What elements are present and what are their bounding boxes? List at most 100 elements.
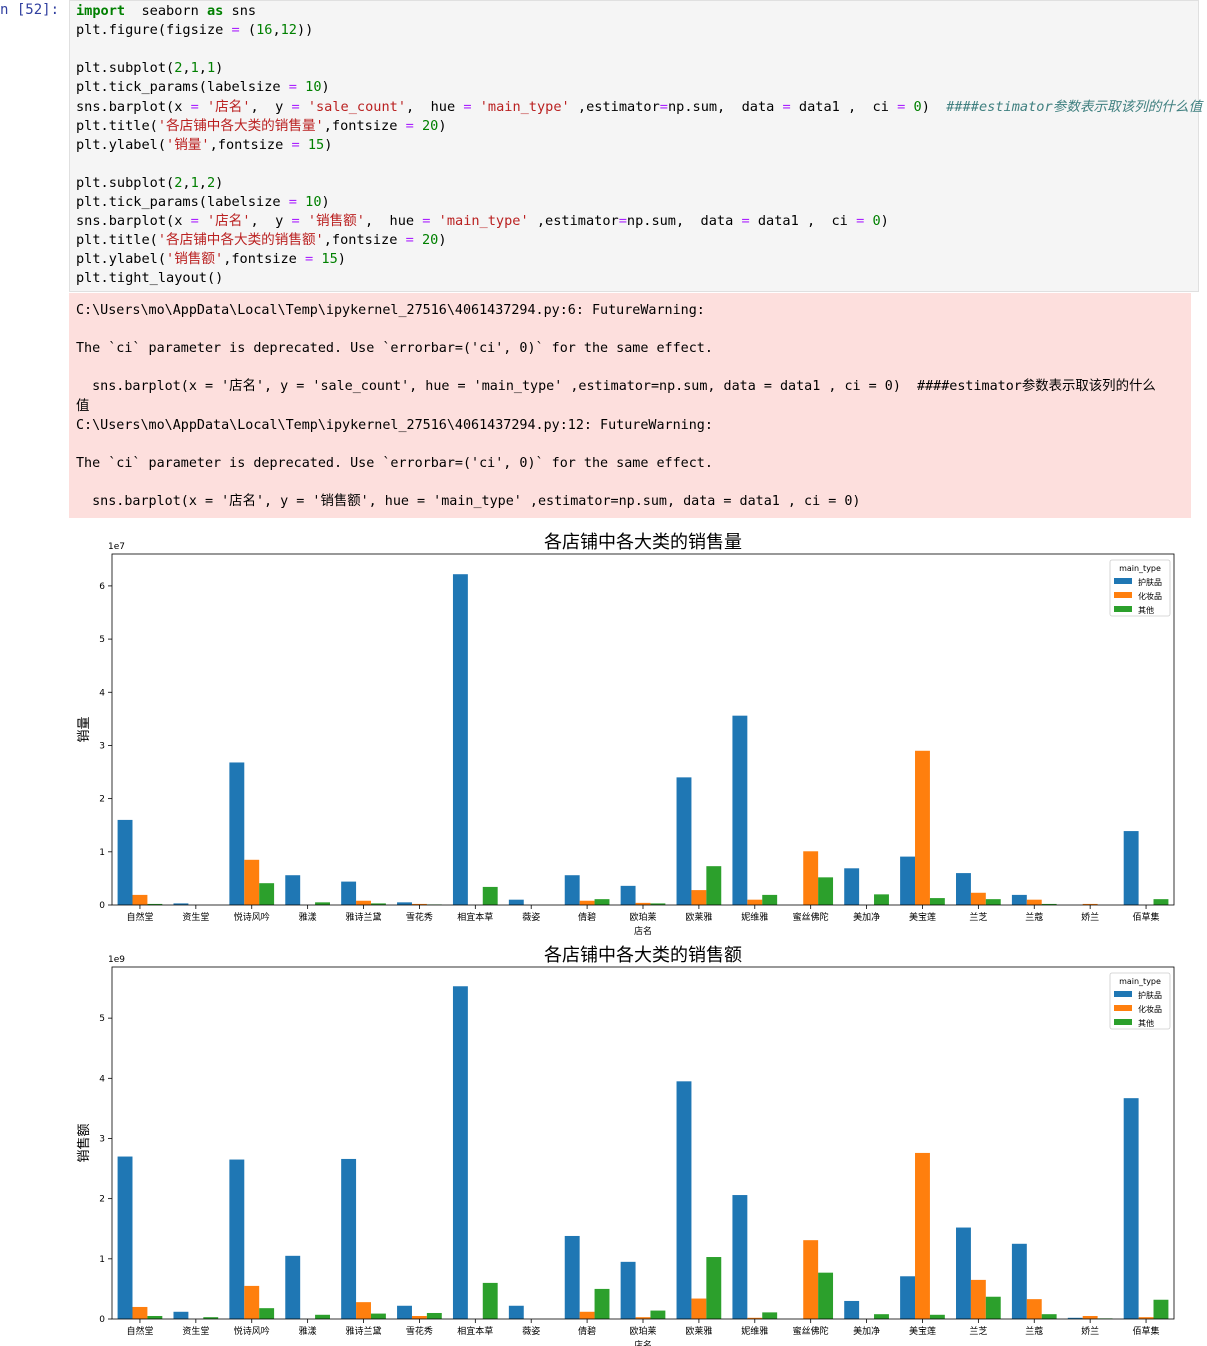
legend-label: 化妆品 (1138, 591, 1162, 601)
code-token: '销售额' (307, 213, 365, 230)
code-token: ) (321, 194, 330, 210)
code-token: plt.ylabel( (76, 136, 167, 153)
code-token: )) (297, 22, 314, 39)
bar-其他 (985, 1296, 1001, 1319)
code-token: ) (321, 79, 330, 96)
x-tick-label: 雅诗兰黛 (346, 1325, 382, 1337)
bar-其他 (259, 1308, 275, 1319)
code-token: plt.tight_layout() (76, 270, 224, 287)
code-token: plt.subplot( (76, 174, 175, 191)
bar-化妆品 (411, 1315, 427, 1319)
code-token: 1 (190, 60, 199, 77)
x-tick-label: 妮维雅 (741, 1325, 768, 1337)
code-token: 2 (174, 60, 183, 77)
bar-其他 (762, 1312, 778, 1319)
code-token: 20 (421, 117, 439, 134)
code-token: '店名' (206, 98, 251, 115)
x-tick-label: 悦诗风吟 (234, 911, 270, 923)
y-tick-label: 1 (99, 1255, 105, 1265)
bar-其他 (482, 1282, 498, 1319)
x-tick-label: 佰草集 (1133, 911, 1160, 923)
code-token: np.sum, data (626, 213, 742, 230)
code-token: ####estimator参数表示取该列的什么值 (946, 98, 1203, 115)
code-token: '店名' (206, 213, 251, 230)
code-token: 'sale_count' (307, 98, 407, 115)
code-token (430, 213, 438, 229)
code-token (300, 213, 308, 229)
code-token: sns (223, 3, 257, 19)
bar-护肤品 (844, 1300, 860, 1319)
legend-title: main_type (1119, 977, 1161, 986)
x-tick-label: 欧莱雅 (685, 911, 712, 923)
bar-化妆品 (691, 890, 707, 905)
bar-护肤品 (1011, 894, 1027, 905)
bar-护肤品 (397, 1305, 412, 1319)
bar-其他 (762, 894, 778, 905)
code-line: import seaborn as sns (76, 2, 256, 21)
code-token: ) (880, 213, 889, 230)
bar-其他 (482, 886, 498, 905)
x-tick-label: 雅诗兰黛 (346, 911, 382, 923)
code-token: ,estimator (569, 98, 660, 115)
code-token: = (897, 98, 906, 115)
bar-其他 (370, 1313, 386, 1319)
code-token: plt.title( (76, 232, 158, 249)
plot-area-frame (111, 553, 1175, 906)
bar-护肤品 (564, 1235, 580, 1319)
code-cell-input[interactable]: import seaborn as sns plt.figure(figsize … (69, 0, 1202, 292)
y-tick-label: 5 (99, 1014, 105, 1024)
bar-护肤品 (285, 1255, 301, 1319)
code-token: plt.tick_params(labelsize (76, 194, 289, 210)
code-token (905, 99, 913, 115)
code-token: , hue (406, 98, 464, 115)
bar-护肤品 (900, 856, 916, 905)
bar-护肤品 (956, 873, 971, 905)
bar-其他 (259, 883, 275, 905)
bar-其他 (594, 1288, 610, 1319)
code-token: 10 (305, 194, 322, 210)
bar-护肤品 (1123, 831, 1139, 905)
bar-其他 (874, 1314, 889, 1319)
stderr-line: The `ci` parameter is deprecated. Use `e… (76, 455, 713, 471)
bar-护肤品 (452, 986, 468, 1319)
code-token: ) (438, 232, 447, 249)
code-token: = (741, 213, 750, 230)
code-token: , (198, 60, 207, 77)
bar-其他 (147, 1315, 163, 1319)
code-token: ) (215, 174, 224, 191)
x-tick-label: 倩碧 (578, 911, 596, 923)
code-token: ,estimator (528, 213, 619, 230)
code-token: = (190, 213, 199, 230)
bar-护肤品 (173, 1311, 189, 1319)
x-tick-label: 兰芝 (969, 1325, 987, 1337)
legend-swatch (1114, 1005, 1132, 1011)
code-token: '各店铺中各大类的销售量' (157, 117, 324, 134)
code-line: sns.barplot(x = '店名', y = 'sale_count', … (76, 98, 1202, 117)
code-token: seaborn (125, 3, 207, 19)
code-token: 1 (206, 60, 216, 77)
bar-护肤品 (1011, 1243, 1027, 1319)
bar-其他 (594, 899, 610, 905)
code-token: = (305, 251, 314, 268)
x-tick-label: 倩碧 (578, 1325, 596, 1337)
x-tick-label: 悦诗风吟 (234, 1325, 270, 1337)
code-token: plt.tick_params(labelsize (76, 79, 289, 96)
bar-护肤品 (1123, 1098, 1139, 1319)
code-token: = (463, 98, 472, 115)
y-tick-label: 3 (99, 741, 105, 751)
legend-swatch (1114, 578, 1132, 584)
code-token: = (291, 136, 300, 153)
x-tick-label: 蜜丝佛陀 (793, 911, 829, 923)
code-line: plt.ylabel('销量',fontsize = 15) (76, 136, 332, 155)
bar-护肤品 (117, 819, 133, 905)
code-token: = (618, 213, 627, 230)
code-token: 'main_type' (479, 98, 570, 115)
code-token: 0 (913, 98, 922, 115)
bar-其他 (706, 866, 722, 905)
y-axis-label: 销量 (77, 716, 92, 742)
stderr-line: C:\Users\mo\AppData\Local\Temp\ipykernel… (76, 303, 705, 318)
code-token: 10 (305, 79, 322, 96)
y-axis-label: 销售额 (76, 1123, 92, 1162)
bar-其他 (874, 894, 889, 905)
